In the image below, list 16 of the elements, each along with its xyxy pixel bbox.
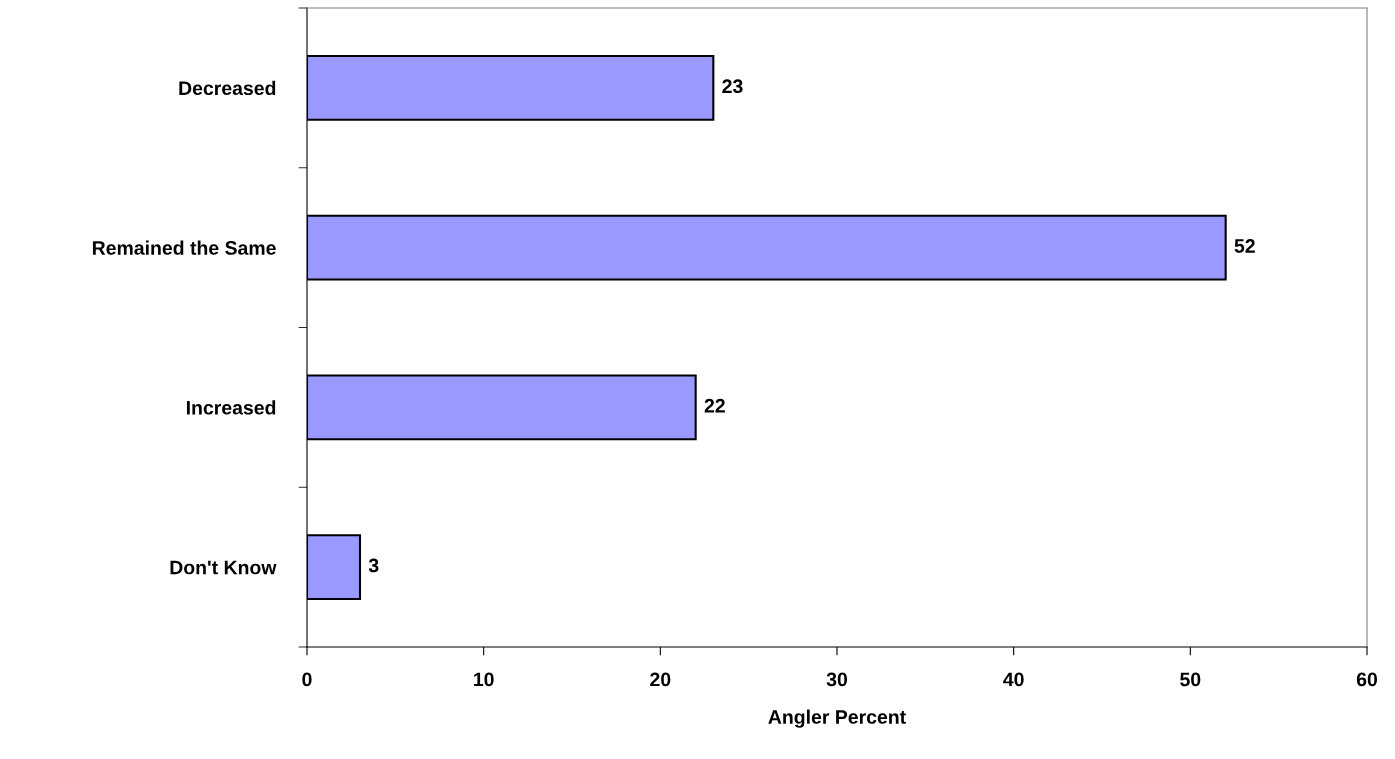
x-tick-label: 30 — [826, 672, 848, 687]
y-tick-label: Increased — [186, 400, 276, 415]
data-label: 23 — [722, 79, 743, 94]
x-tick-label: 60 — [1356, 672, 1378, 687]
data-label: 52 — [1234, 239, 1255, 253]
x-tick-label: 10 — [474, 672, 494, 687]
y-tick-label: Don't Know — [170, 560, 277, 575]
x-tick-label: 0 — [302, 672, 312, 687]
x-tick-label: 20 — [650, 672, 671, 687]
y-tick-label: Remained the Same — [92, 240, 276, 255]
x-axis-title: Angler Percent — [768, 709, 906, 728]
y-tick-label: Decreased — [179, 80, 276, 96]
data-label: 3 — [368, 558, 379, 573]
x-tick-label: 40 — [1003, 672, 1024, 687]
data-label: 22 — [704, 398, 725, 413]
x-tick-label: 50 — [1180, 672, 1201, 687]
